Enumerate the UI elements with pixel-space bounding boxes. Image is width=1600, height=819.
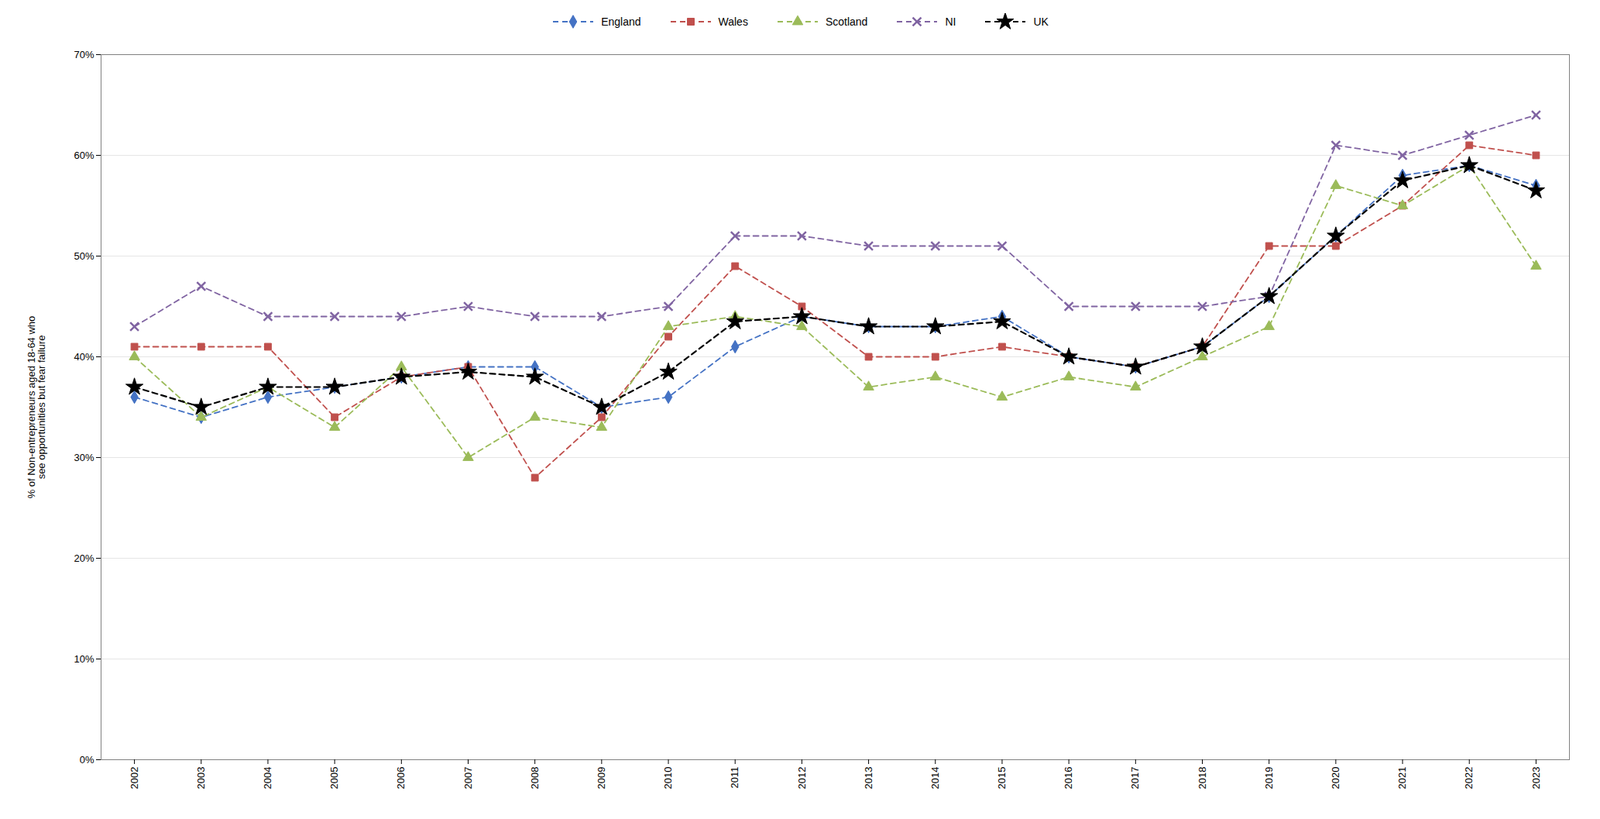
svg-text:2008: 2008	[528, 766, 541, 790]
svg-text:2020: 2020	[1329, 766, 1342, 790]
html-text:Wales: Wales	[718, 15, 749, 28]
svg-text:2015: 2015	[995, 766, 1008, 790]
html-text:England: England	[601, 15, 641, 28]
svg-text:2006: 2006	[394, 766, 407, 790]
svg-text:2014: 2014	[929, 766, 941, 790]
svg-text:2004: 2004	[261, 766, 274, 790]
svg-text:60%: 60%	[73, 149, 94, 162]
svg-text:2005: 2005	[328, 766, 340, 790]
svg-text:2016: 2016	[1062, 766, 1075, 790]
svg-text:50%: 50%	[73, 250, 94, 262]
svg-text:2018: 2018	[1196, 766, 1209, 790]
svg-text:2023: 2023	[1530, 766, 1542, 790]
svg-text:2009: 2009	[595, 766, 608, 790]
html-text:UK: UK	[1033, 15, 1049, 28]
html-text:NI: NI	[945, 15, 956, 28]
svg-text:2013: 2013	[862, 766, 875, 790]
svg-text:2021: 2021	[1396, 766, 1408, 790]
svg-text:2017: 2017	[1129, 766, 1141, 790]
svg-text:2019: 2019	[1263, 766, 1275, 790]
svg-text:30%: 30%	[73, 451, 94, 464]
svg-text:20%: 20%	[73, 552, 94, 564]
svg-text:2007: 2007	[462, 766, 474, 790]
svg-text:10%: 10%	[73, 652, 94, 665]
svg-text:2022: 2022	[1462, 766, 1475, 790]
svg-text:40%: 40%	[73, 350, 94, 363]
svg-text:% of Non-entrepreneurs aged 18: % of Non-entrepreneurs aged 18-64 whosee…	[25, 315, 48, 499]
svg-text:2003: 2003	[195, 766, 207, 790]
svg-text:2012: 2012	[796, 766, 808, 790]
svg-text:0%: 0%	[79, 753, 95, 766]
svg-text:2011: 2011	[728, 766, 741, 789]
html-text:Scotland: Scotland	[825, 15, 868, 28]
svg-text:70%: 70%	[73, 48, 94, 61]
svg-text:2010: 2010	[662, 766, 674, 790]
svg-text:2002: 2002	[128, 766, 141, 790]
